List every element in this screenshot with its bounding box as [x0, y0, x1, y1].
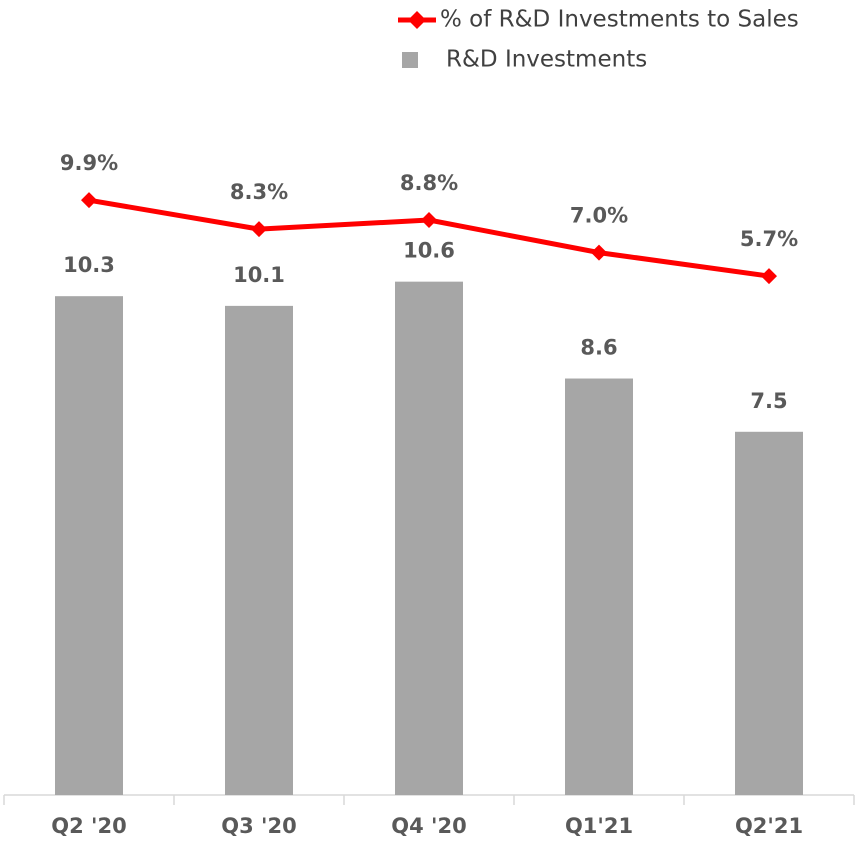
- bar-value-label: 8.6: [580, 336, 617, 360]
- bar: [735, 431, 803, 795]
- line-value-label: 7.0%: [570, 204, 628, 228]
- bar: [565, 378, 633, 795]
- x-tick-label: Q1'21: [565, 814, 633, 838]
- x-tick-label: Q3 '20: [221, 814, 296, 838]
- line-marker: [421, 212, 437, 229]
- legend-swatch: [402, 52, 418, 68]
- line-marker: [81, 192, 97, 209]
- line-marker: [251, 221, 267, 238]
- x-tick-label: Q4 '20: [391, 814, 466, 838]
- line-value-label: 9.9%: [60, 151, 118, 175]
- legend-label: R&D Investments: [446, 47, 647, 73]
- legend-marker: [408, 11, 426, 29]
- bar: [395, 281, 463, 796]
- x-tick-label: Q2 '20: [51, 814, 126, 838]
- bar: [55, 296, 123, 795]
- x-tick-label: Q2'21: [735, 814, 803, 838]
- bar-value-label: 10.1: [233, 263, 285, 287]
- bar-value-label: 7.5: [750, 389, 787, 413]
- bar-value-label: 10.6: [403, 239, 455, 263]
- bar-value-label: 10.3: [63, 253, 115, 277]
- line-marker: [591, 244, 607, 261]
- line-value-label: 8.8%: [400, 171, 458, 195]
- line-value-label: 8.3%: [230, 180, 288, 204]
- legend-label: % of R&D Investments to Sales: [440, 7, 799, 33]
- line-value-label: 5.7%: [740, 227, 798, 251]
- line-marker: [761, 268, 777, 285]
- bar: [225, 305, 293, 795]
